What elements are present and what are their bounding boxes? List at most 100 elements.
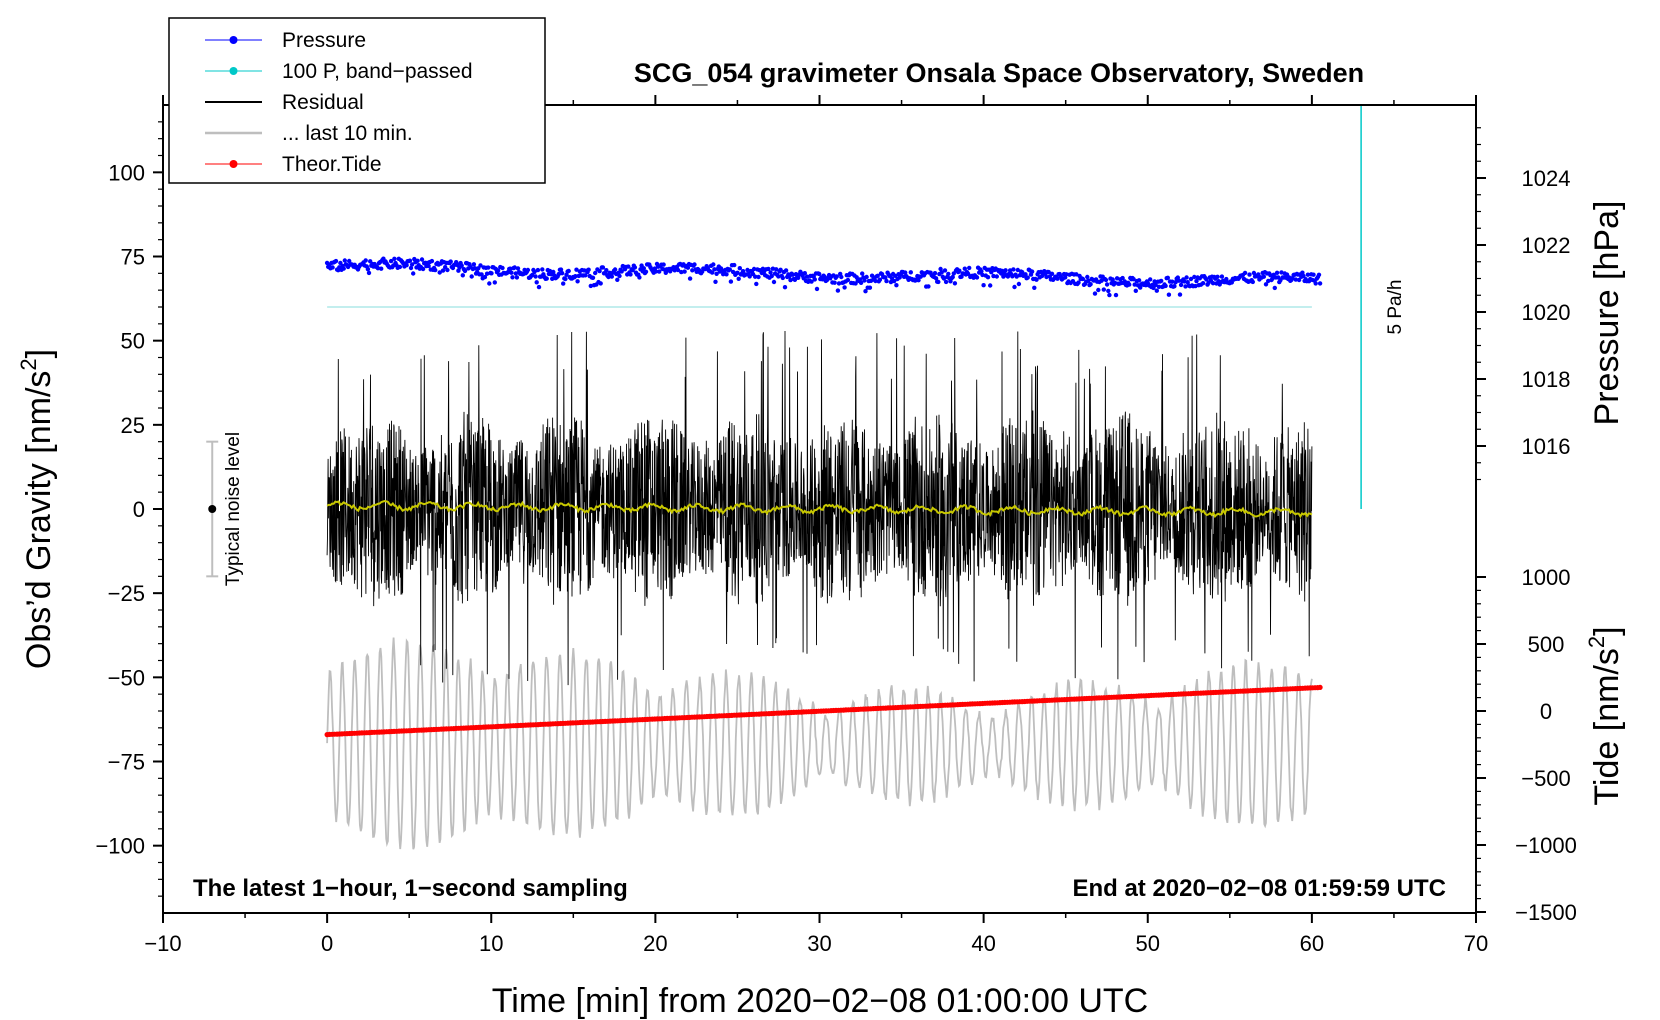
pressure-point [1106,288,1111,294]
pressure-point [619,269,624,274]
pressure-point [766,266,771,272]
pressure-point [1003,268,1008,273]
pressure-point [471,262,477,267]
pressure-point [728,279,734,284]
y-axis-title-pressure: Pressure [hPa] [1588,201,1626,426]
pressure-point [1185,280,1190,285]
pressure-point [363,258,368,263]
pressure-point [957,268,962,273]
tide-tick-label: 500 [1528,632,1565,657]
pressure-point [1086,278,1091,283]
pressure-point [1055,276,1060,281]
pressure-point [1182,279,1187,284]
pressure-point [1032,285,1037,290]
pressure-point [771,279,777,285]
pressure-point [1156,284,1162,289]
pressure-point [586,267,591,272]
pressure-point [832,280,837,285]
pressure-point [736,276,741,281]
pressure-point [1001,274,1006,279]
pressure-point [690,268,695,273]
pressure-point [894,283,899,288]
pressure-point [1049,271,1055,276]
pressure-point [745,267,750,273]
pressure-point [952,281,958,286]
pressure-point [1166,292,1172,297]
pressure-point [1173,280,1178,285]
noise-bar-dot [208,505,217,513]
pressure-point [1088,282,1093,287]
pressure-point [643,269,649,274]
pressure-point [950,274,955,280]
pressure-point [769,273,774,279]
legend-items: Pressure 100 P, band−passed Residual ... la… [205,29,473,176]
annotation-end-time: End at 2020−02−08 01:59:59 UTC [1072,875,1446,902]
pressure-point [479,272,484,277]
pressure-point [407,258,413,263]
pressure-point [1014,274,1019,279]
pressure-point [1183,284,1188,289]
pressure-point [979,269,984,274]
pressure-point [943,279,949,285]
pressure-tick-label: 1016 [1522,434,1571,459]
y-tick-label: 0 [133,497,145,522]
pressure-point [1184,275,1189,280]
pressure-point [469,274,474,279]
pressure-point [1154,288,1160,293]
pressure-point [1172,284,1177,289]
pressure-point [782,285,788,290]
pressure-point [513,271,518,276]
pressure-point [1044,274,1049,280]
pressure-point [836,281,842,286]
pressure-point [1274,270,1280,275]
pressure-point [1272,285,1278,291]
tide-point [1317,684,1323,691]
y-axis-title-tide-end: ] [1588,626,1626,635]
pressure-point [612,267,618,272]
pressure-point [1178,282,1184,288]
pressure-point [487,281,492,286]
pressure-point [482,274,488,280]
tide-tick-label: −1000 [1515,833,1577,858]
tide-tick-label: −1500 [1515,900,1577,925]
pressure-point [1133,288,1139,293]
pressure-point [713,279,718,284]
pressure-point [756,274,761,280]
pressure-point [965,271,971,276]
tide-series [324,684,1323,738]
pressure-point [783,268,789,273]
pressure-point [1270,276,1275,281]
pressure-point [1025,275,1030,280]
pressure-point [711,262,716,267]
pressure-point [460,273,465,278]
pressure-point [1177,292,1183,297]
pressure-point [597,268,602,274]
pressure-point [419,257,425,262]
pressure-point [835,288,841,293]
y-tick-label: −25 [108,581,145,606]
y-tick-label: 100 [108,160,145,185]
pressure-point [1163,283,1168,289]
pressure-point [1011,267,1016,272]
legend-label: 100 P, band−passed [282,60,473,83]
pressure-point [1114,276,1120,281]
pressure-point [883,275,888,280]
legend-marker [229,67,238,75]
pressure-point [404,263,409,268]
pressure-point [392,256,397,261]
pressure-point [938,266,943,272]
pressure-point [946,271,951,277]
scale-bar-label: 5 Pa/h [1385,280,1406,335]
smoothed-line [326,499,1313,519]
pressure-point [514,275,520,280]
pressure-point [994,274,999,279]
pressure-point [598,281,603,286]
pressure-point [1263,282,1269,287]
pressure-point [1034,277,1039,282]
pressure-point [893,273,898,278]
pressure-point [558,267,564,272]
pressure-point [388,258,394,264]
pressure-point [575,279,580,284]
pressure-point [903,270,908,275]
x-tick-label: 50 [1136,931,1160,956]
